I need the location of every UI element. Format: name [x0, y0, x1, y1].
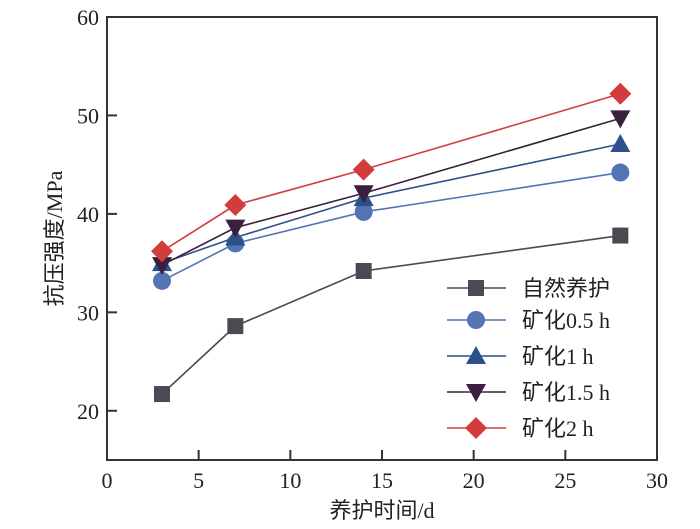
- y-tick-label: 40: [77, 202, 99, 227]
- data-point: [354, 202, 373, 221]
- data-point: [352, 158, 375, 181]
- x-tick-label: 0: [102, 468, 113, 493]
- data-point: [610, 133, 631, 152]
- data-point: [355, 262, 372, 279]
- series-line: [161, 117, 621, 266]
- series-line: [161, 93, 621, 252]
- series-layer: [151, 82, 632, 403]
- legend-label: 矿化0.5 h: [522, 308, 610, 333]
- series-3: [152, 110, 631, 276]
- y-tick-label: 20: [77, 399, 99, 424]
- data-point: [151, 240, 173, 263]
- x-tick-label: 10: [279, 468, 301, 493]
- data-point: [152, 257, 172, 276]
- data-point: [153, 271, 171, 290]
- data-point: [227, 318, 244, 335]
- legend-marker: [465, 417, 487, 439]
- legend-item: 矿化0.5 h: [447, 308, 610, 333]
- legend-item: 矿化1.5 h: [447, 380, 610, 405]
- data-point: [225, 219, 246, 238]
- data-point: [154, 386, 170, 403]
- series-line: [161, 171, 621, 282]
- legend-label: 矿化1.5 h: [522, 380, 610, 405]
- y-tick-label: 50: [77, 103, 99, 128]
- legend-item: 自然养护: [447, 276, 610, 301]
- legend-marker: [468, 280, 484, 296]
- x-tick-label: 25: [554, 468, 576, 493]
- series-2: [152, 133, 631, 272]
- data-point: [609, 82, 632, 105]
- legend-item: 矿化2 h: [447, 416, 594, 441]
- legend-label: 矿化2 h: [522, 416, 594, 441]
- data-point: [610, 110, 631, 129]
- x-tick-label: 30: [646, 468, 668, 493]
- x-axis-title: 养护时间/d: [329, 498, 434, 523]
- y-tick-label: 60: [77, 5, 99, 30]
- legend-marker: [466, 346, 486, 364]
- data-point: [224, 194, 247, 217]
- y-axis-title: 抗压强度/MPa: [42, 170, 67, 306]
- series-line: [161, 234, 621, 395]
- legend-item: 矿化1 h: [447, 344, 594, 369]
- series-0: [154, 227, 629, 403]
- axes: 0 5 10 15 20 25 30 20 30 40 50 60: [77, 5, 668, 493]
- series-1: [153, 163, 630, 290]
- series-line: [161, 143, 621, 264]
- x-tick-label: 5: [193, 468, 204, 493]
- x-tick-label: 20: [463, 468, 485, 493]
- legend-marker: [466, 384, 486, 402]
- data-point: [611, 163, 630, 182]
- legend-label: 自然养护: [522, 276, 610, 301]
- legend-marker: [467, 311, 485, 329]
- series-4: [151, 82, 632, 263]
- y-tick-label: 30: [77, 300, 99, 325]
- data-point: [353, 185, 374, 204]
- x-tick-label: 15: [371, 468, 393, 493]
- legend-label: 矿化1 h: [522, 344, 594, 369]
- data-point: [612, 227, 629, 244]
